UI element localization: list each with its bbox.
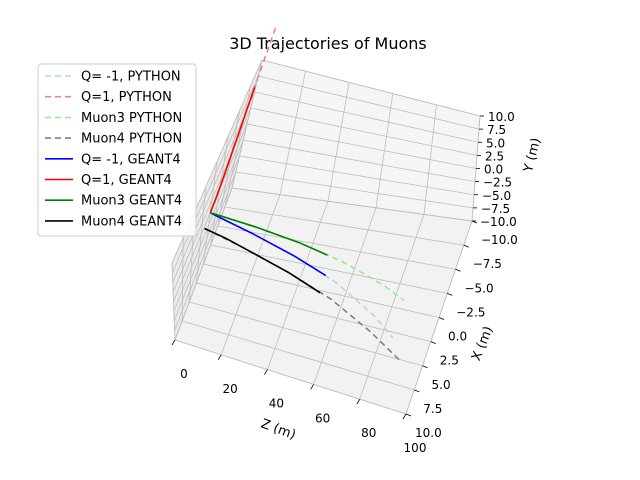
back-grid-line xyxy=(231,187,473,222)
floor-grid-line xyxy=(217,225,456,270)
x-tick-mark xyxy=(455,268,461,272)
z-tick-label: 0 xyxy=(180,367,188,381)
floor-grid-line xyxy=(203,263,440,318)
left-grid-line xyxy=(173,155,240,321)
back-grid-line xyxy=(261,59,481,117)
legend-box xyxy=(37,63,197,237)
y-axis-label: Y (m) xyxy=(521,136,544,174)
grid-lines xyxy=(171,59,481,415)
z-tick-mark xyxy=(310,384,314,390)
left-grid-line xyxy=(173,139,244,312)
x-tick-mark xyxy=(463,244,469,248)
y-tick-label: −7.5 xyxy=(481,202,510,216)
x-tick-mark xyxy=(447,293,453,296)
x-tick-mark xyxy=(414,389,420,393)
y-tick-label: 5.0 xyxy=(486,136,505,150)
x-tick-label: 7.5 xyxy=(423,402,442,416)
series-line-7 xyxy=(210,212,328,256)
y-tick-label: −10.0 xyxy=(480,215,517,229)
x-tick-label: −5.0 xyxy=(465,281,494,295)
y-tick-label: 2.5 xyxy=(485,149,504,163)
legend-label: Q= -1, GEANT4 xyxy=(81,152,181,167)
left-grid-line xyxy=(172,91,255,283)
x-tick-label: 10.0 xyxy=(415,426,442,440)
z-tick-mark xyxy=(171,339,176,346)
x-tick-label: 0.0 xyxy=(448,330,467,344)
y-tick-label: 0.0 xyxy=(484,163,503,177)
y-tick-label: −5.0 xyxy=(482,189,511,203)
back-grid-line xyxy=(250,107,478,156)
x-tick-label: −10.0 xyxy=(481,233,518,247)
x-tick-label: −7.5 xyxy=(473,257,502,271)
left-grid-line xyxy=(172,75,259,273)
back-grid-line xyxy=(235,171,474,209)
z-tick-label: 60 xyxy=(315,411,330,425)
z-tick-mark xyxy=(264,369,268,375)
floor-grid-line xyxy=(189,301,423,367)
x-tick-label: 2.5 xyxy=(440,354,459,368)
series-line-6 xyxy=(209,87,256,214)
back-grid-line xyxy=(258,75,480,130)
x-tick-mark xyxy=(438,317,445,320)
legend-label: Q= -1, PYTHON xyxy=(81,70,181,85)
series-line-5 xyxy=(209,212,327,277)
x-tick-mark xyxy=(422,365,428,369)
x-tick-mark xyxy=(430,341,436,344)
floor-grid-line xyxy=(210,244,448,294)
left-grid-line xyxy=(174,187,233,341)
z-tick-mark xyxy=(217,354,222,361)
axis-ticks: 020406080100−10.0−7.5−5.0−2.50.02.55.07.… xyxy=(171,110,518,455)
chart-title: 3D Trajectories of Muons xyxy=(229,34,427,53)
floor-grid-line xyxy=(182,320,415,391)
left-grid-line xyxy=(174,171,237,331)
floor-grid-line xyxy=(174,339,407,415)
back-grid-line xyxy=(246,123,477,169)
back-grid-line xyxy=(239,155,475,196)
x-tick-label: 5.0 xyxy=(432,378,451,392)
legend-label: Q=1, GEANT4 xyxy=(81,173,172,188)
legend-label: Muon3 GEANT4 xyxy=(81,194,182,209)
legend-label: Q=1, PYTHON xyxy=(81,90,172,105)
series-lines xyxy=(204,23,405,361)
z-tick-mark xyxy=(356,398,361,405)
floor-grid-line xyxy=(224,206,464,246)
z-tick-label: 100 xyxy=(404,441,427,455)
series-line-3 xyxy=(210,212,405,302)
x-axis-label: X (m) xyxy=(469,324,496,363)
y-tick-label: 7.5 xyxy=(487,123,506,137)
x-tick-label: −2.5 xyxy=(456,305,485,319)
axes-3d: 020406080100−10.0−7.5−5.0−2.50.02.55.07.… xyxy=(171,23,544,455)
y-tick-label: −2.5 xyxy=(483,176,512,190)
y-tick-label: 10.0 xyxy=(488,110,515,124)
back-grid-line xyxy=(254,91,479,143)
z-tick-mark xyxy=(402,413,407,420)
legend-label: Muon3 PYTHON xyxy=(81,111,182,126)
x-tick-mark xyxy=(405,413,412,417)
z-axis-label: Z (m) xyxy=(259,417,298,443)
legend: Q= -1, PYTHON Q=1, PYTHON Muon3 PYTHON Muon… xyxy=(37,63,197,237)
z-tick-label: 80 xyxy=(361,426,376,440)
floor-grid-line xyxy=(196,282,431,343)
legend-label: Muon4 PYTHON xyxy=(81,132,182,147)
series-line-8 xyxy=(204,227,321,294)
back-grid-line xyxy=(243,139,476,183)
z-tick-label: 40 xyxy=(269,397,284,411)
legend-label: Muon4 GEANT4 xyxy=(81,214,182,229)
axis-panes xyxy=(171,59,481,415)
left-grid-line xyxy=(172,107,252,293)
z-tick-label: 20 xyxy=(223,382,238,396)
